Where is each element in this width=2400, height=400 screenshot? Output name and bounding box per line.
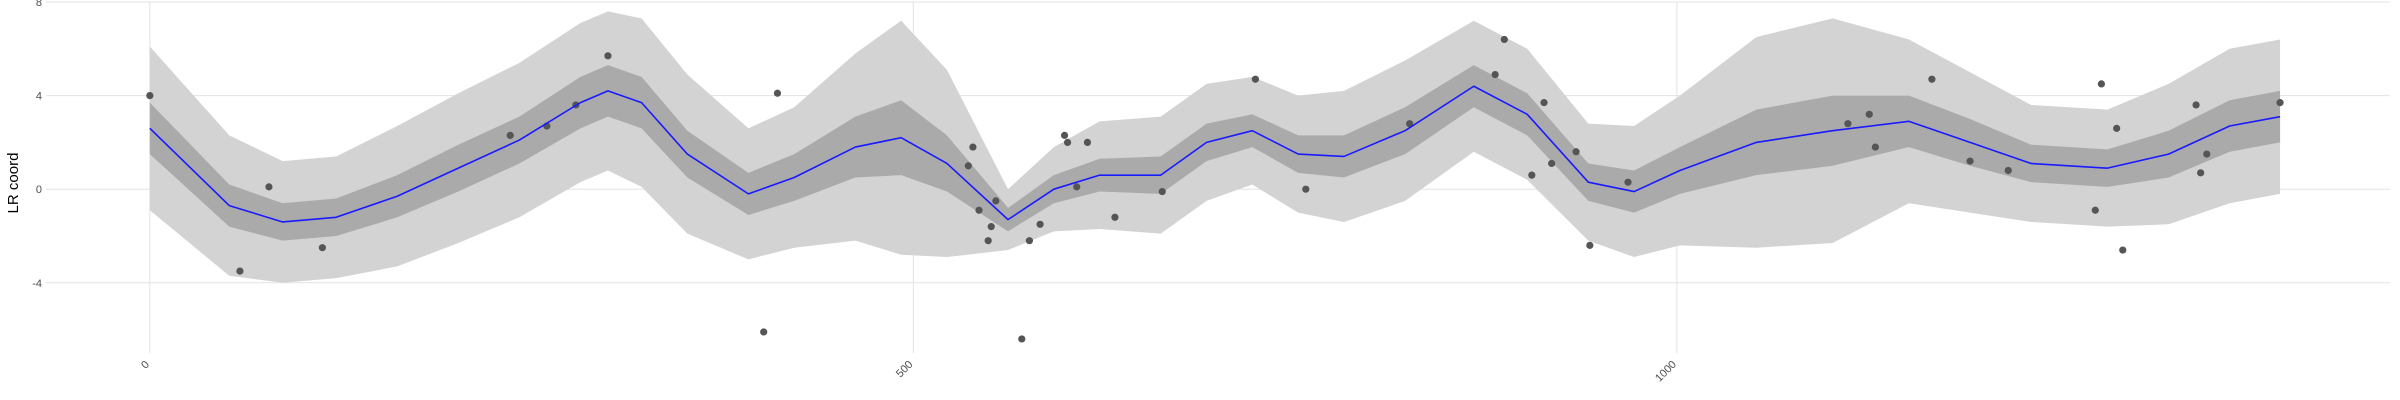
point — [1406, 120, 1414, 128]
x-tick-label: 1000 — [1653, 359, 1679, 385]
point — [1871, 143, 1879, 151]
point — [604, 52, 612, 60]
point — [506, 131, 514, 139]
point — [318, 244, 326, 252]
point — [1928, 75, 1936, 83]
point — [1491, 70, 1499, 79]
point — [1018, 335, 1026, 343]
point — [975, 206, 983, 214]
point — [1111, 213, 1119, 221]
point — [1060, 131, 1069, 139]
point — [1083, 138, 1092, 146]
point — [1572, 148, 1580, 156]
y-tick-label: 0 — [36, 184, 42, 196]
point — [265, 183, 273, 191]
point — [2192, 101, 2200, 109]
point — [2119, 246, 2127, 254]
point — [2113, 124, 2121, 132]
y-tick-label: 8 — [36, 0, 42, 9]
inner-band — [149, 65, 2281, 241]
fit-line — [149, 85, 2281, 223]
point — [2097, 80, 2105, 88]
point — [969, 143, 977, 151]
point — [1528, 171, 1536, 179]
point — [1548, 159, 1556, 168]
point — [1586, 241, 1594, 249]
x-tick-label: 0 — [139, 359, 152, 372]
point — [2276, 99, 2284, 107]
point — [2203, 150, 2211, 158]
point — [1540, 99, 1548, 107]
point — [2091, 206, 2099, 214]
y-tick-label: -4 — [32, 278, 42, 290]
point — [1500, 35, 1508, 44]
point — [1844, 120, 1852, 128]
point — [1302, 185, 1310, 193]
point — [992, 197, 1000, 205]
point — [1073, 183, 1081, 191]
point — [1966, 157, 1974, 165]
point — [146, 92, 154, 100]
point — [1251, 75, 1260, 83]
point — [1624, 178, 1632, 186]
point — [987, 223, 995, 231]
y-axis-label: LR coord — [5, 153, 22, 214]
point — [1025, 237, 1034, 245]
point — [1158, 187, 1166, 196]
y-tick-label: 4 — [36, 91, 42, 103]
point — [1063, 138, 1072, 146]
point — [760, 328, 768, 336]
point — [2004, 166, 2012, 175]
point — [236, 267, 244, 275]
point — [1865, 110, 1873, 118]
point — [984, 237, 992, 245]
point — [1036, 220, 1044, 228]
x-tick-label: 500 — [894, 359, 915, 380]
point — [773, 89, 782, 97]
point — [2197, 169, 2205, 177]
point — [964, 162, 972, 170]
